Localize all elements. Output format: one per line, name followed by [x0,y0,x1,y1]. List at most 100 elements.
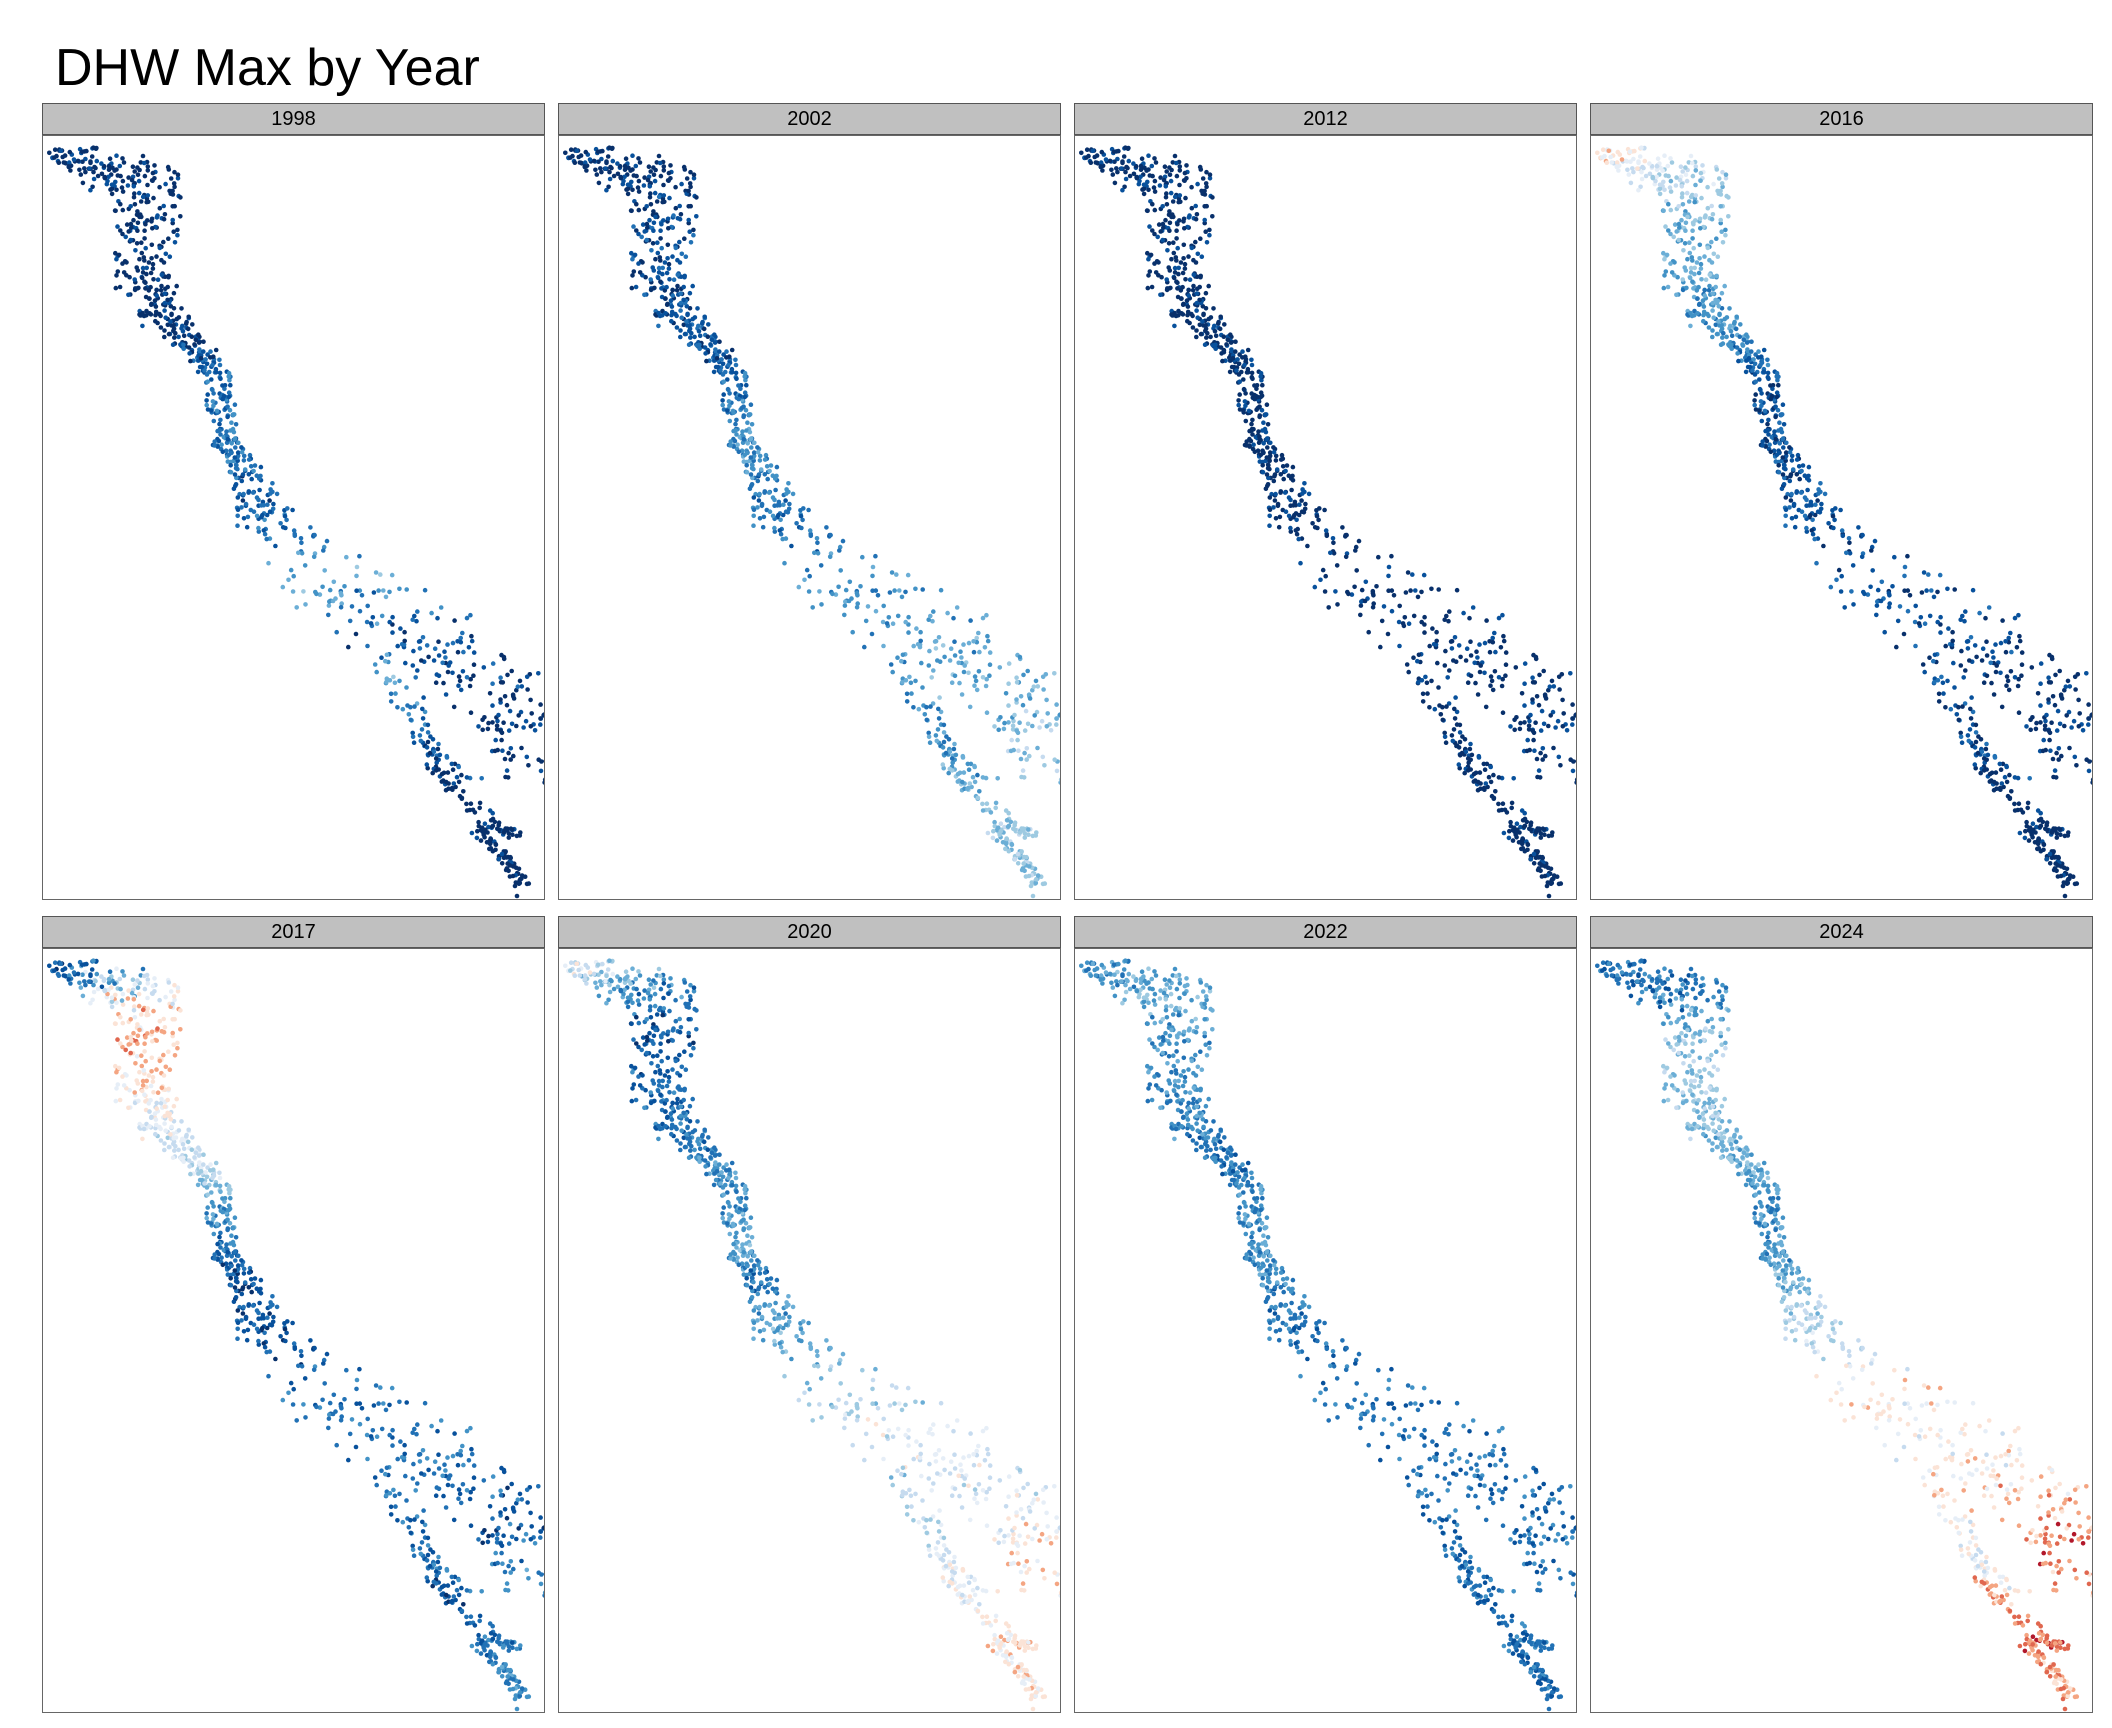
reef-site-point [1932,652,1938,658]
reef-site-point [542,777,544,782]
reef-site-point [702,345,708,350]
reef-site-point [216,438,222,444]
reef-site-point [1305,543,1310,549]
reef-site-point [140,194,146,200]
reef-site-point [1718,188,1723,194]
reef-site-point [501,1533,506,1538]
reef-site-point [508,1559,514,1564]
reef-site-point [1842,605,1847,610]
reef-site-point [443,692,449,697]
reef-site-point [232,472,238,477]
reef-site-point [47,150,52,156]
reef-site-point [931,609,936,614]
reef-site-point [136,178,142,184]
reef-site-point [1253,434,1259,440]
reef-site-point [1422,614,1427,620]
reef-site-point [1264,472,1270,477]
reef-site-point [1718,217,1723,223]
reef-site-point [980,801,985,807]
reef-site-point [403,660,408,666]
reef-site-point [1886,605,1892,610]
reef-site-point [1706,325,1712,330]
reef-site-point [163,181,168,187]
reef-site-point [205,379,210,384]
reef-site-point [1200,176,1206,181]
reef-site-point [1131,171,1137,177]
reef-site-point [1530,680,1536,685]
reef-site-point [1294,517,1299,523]
reef-site-point [129,990,135,996]
reef-site-point [150,266,156,271]
reef-site-point [609,165,614,171]
reef-site-point [1500,676,1505,682]
reef-site-point [52,960,58,965]
reef-site-point [267,509,273,514]
reef-site-point [1935,678,1941,683]
reef-site-point [1260,382,1265,388]
reef-site-point [1614,160,1620,165]
reef-site-point [501,720,506,725]
reef-site-point [166,167,172,172]
reef-site-point [492,819,498,825]
reef-site-point [1442,663,1448,668]
reef-site-point [197,364,203,370]
reef-site-point [842,612,847,618]
reef-site-point [2062,687,2067,693]
reef-site-point [1457,765,1462,771]
reef-site-point [952,673,958,679]
reef-site-point [1123,145,1128,150]
reef-site-point [120,261,125,266]
reef-site-point [218,417,223,423]
reef-site-point [1224,342,1229,347]
reef-site-point [1779,486,1785,492]
reef-site-point [1158,175,1163,180]
reef-site-point [239,1258,244,1263]
reef-site-point [464,808,470,813]
reef-site-point [233,482,239,487]
reef-site-point [2017,633,2022,639]
reef-site-point [703,351,708,356]
reef-site-point [514,893,520,899]
reef-site-point [128,221,134,227]
reef-site-point [725,377,730,382]
reef-site-point [926,663,932,668]
reef-site-point [1182,266,1188,271]
reef-site-point [2027,825,2033,830]
reef-site-point [1807,503,1812,508]
reef-site-point [1025,668,1030,674]
reef-site-point [681,284,686,290]
reef-site-point [899,658,904,664]
reef-site-point [1054,702,1059,707]
reef-site-point [259,503,264,508]
reef-site-point [2038,703,2043,708]
reef-site-point [487,841,493,847]
reef-site-point [993,800,999,806]
reef-site-point [767,468,772,474]
reef-site-point [1724,334,1729,340]
reef-site-point [444,779,449,785]
reef-site-point [162,300,168,306]
reef-site-point [274,491,280,497]
reef-site-point [1961,675,1966,680]
reef-site-point [1194,291,1200,296]
reef-site-point [357,1366,362,1372]
reef-site-point [113,179,118,185]
facet-strip-label: 2002 [558,103,1061,135]
reef-site-point [1054,768,1060,774]
reef-site-point [1524,819,1530,825]
reef-site-point [647,194,653,200]
reef-site-point [393,691,398,696]
reef-site-point [1123,176,1129,182]
reef-site-point [1257,404,1262,410]
reef-site-point [686,204,691,209]
reef-site-point [1015,737,1020,743]
reef-site-point [1156,260,1161,265]
reef-site-point [1421,572,1427,578]
reef-site-point [1248,438,1254,444]
reef-site-point [445,1455,450,1460]
reef-site-point [1266,462,1271,468]
reef-site-point [1714,331,1720,337]
reef-site-point [720,372,726,377]
reef-site-point [1408,588,1413,593]
reef-site-point [635,185,641,190]
